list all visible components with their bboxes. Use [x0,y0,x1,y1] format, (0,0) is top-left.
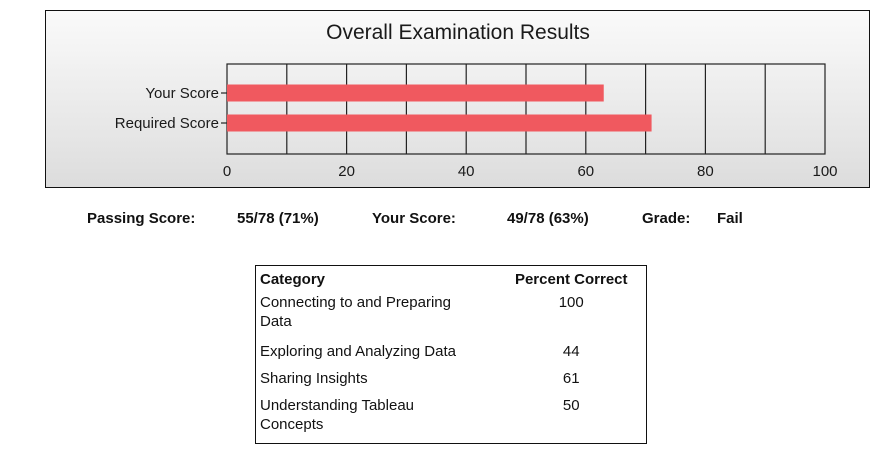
grade-value: Fail [717,210,743,227]
category-name-line: Understanding Tableau [260,396,415,414]
category-column-header: Category [260,271,326,288]
x-tick-label: 60 [577,163,594,180]
score-bar [227,84,604,102]
category-cell: Exploring and Analyzing Data [256,340,497,367]
results-chart: Overall Examination Results 0 20 40 60 80 100… [45,10,870,188]
summary-row: Passing Score: 55/78 (71%) Your Score: 4… [0,210,893,230]
chart-title: Overall Examination Results [326,21,590,44]
percent-correct-cell: 61 [562,369,580,387]
your-score-value: 49/78 (63%) [507,210,589,227]
percent-correct-cell: 44 [562,343,580,361]
table-row: Exploring and Analyzing Data 44 [256,340,647,367]
table-header-row: Category Percent Correct [256,266,647,292]
grade-label: Grade: [642,210,691,227]
percent-correct-column-header: Percent Correct [514,271,628,288]
y-category-label: Your Score [145,85,219,102]
category-cell: Understanding Tableau Concepts [256,394,497,444]
category-cell: Connecting to and Preparing Data [256,291,497,340]
table-row: Sharing Insights 61 [256,367,647,394]
percent-correct-cell: 50 [562,396,580,414]
category-name-line: Data [260,313,292,330]
table-row: Connecting to and Preparing Data 100 [256,291,647,340]
x-tick-label: 100 [812,163,837,180]
category-name-line: Exploring and Analyzing Data [260,343,456,361]
x-tick-label: 80 [697,163,714,180]
category-results-table: Category Percent Correct Connecting to a… [255,265,647,444]
table-row: Understanding Tableau Concepts 50 [256,394,647,444]
passing-score-value: 55/78 (71%) [237,210,319,227]
x-tick-label: 20 [338,163,355,180]
category-cell: Sharing Insights [256,367,497,394]
percent-correct-cell: 100 [558,294,584,311]
results-chart-svg: Overall Examination Results 0 20 40 60 80 100… [115,21,838,180]
your-score-label: Your Score: [372,210,456,227]
score-bar [227,114,652,132]
category-name-line: Sharing Insights [260,369,368,387]
x-tick-label: 40 [458,163,475,180]
passing-score-label: Passing Score: [87,210,196,227]
y-category-label: Required Score [115,115,219,132]
category-name-line: Connecting to and Preparing [260,294,451,311]
x-tick-label: 0 [223,163,231,180]
category-name-line: Concepts [260,415,324,433]
